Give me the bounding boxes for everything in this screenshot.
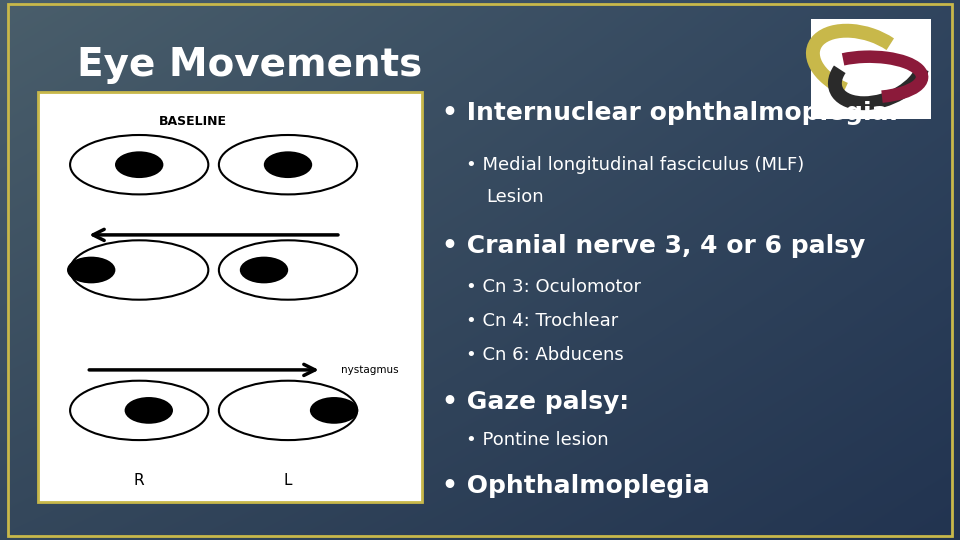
Ellipse shape	[219, 240, 357, 300]
Text: BASELINE: BASELINE	[158, 115, 227, 128]
Text: R: R	[133, 473, 145, 488]
Ellipse shape	[67, 256, 115, 284]
Text: • Cn 3: Oculomotor: • Cn 3: Oculomotor	[466, 278, 640, 296]
Text: • Cn 6: Abducens: • Cn 6: Abducens	[466, 346, 623, 364]
Text: • Pontine lesion: • Pontine lesion	[466, 431, 609, 449]
Text: Eye Movements: Eye Movements	[77, 46, 422, 84]
Text: nystagmus: nystagmus	[341, 365, 398, 375]
Text: • Cranial nerve 3, 4 or 6 palsy: • Cranial nerve 3, 4 or 6 palsy	[442, 234, 865, 258]
Ellipse shape	[70, 135, 208, 194]
Ellipse shape	[310, 397, 358, 424]
Text: Lesion: Lesion	[487, 188, 544, 206]
Ellipse shape	[115, 151, 163, 178]
Text: • Medial longitudinal fasciculus (MLF): • Medial longitudinal fasciculus (MLF)	[466, 156, 804, 174]
Text: • Ophthalmoplegia: • Ophthalmoplegia	[442, 474, 709, 498]
Ellipse shape	[264, 151, 312, 178]
Ellipse shape	[219, 135, 357, 194]
Text: • Internuclear ophthalmoplegia:: • Internuclear ophthalmoplegia:	[442, 102, 899, 125]
Bar	[811, 19, 931, 119]
Text: • Cn 4: Trochlear: • Cn 4: Trochlear	[466, 312, 618, 330]
Ellipse shape	[125, 397, 173, 424]
Ellipse shape	[240, 256, 288, 284]
Text: L: L	[284, 473, 292, 488]
Text: • Gaze palsy:: • Gaze palsy:	[442, 390, 629, 414]
Ellipse shape	[219, 381, 357, 440]
Bar	[38, 92, 422, 502]
Ellipse shape	[70, 240, 208, 300]
Ellipse shape	[70, 381, 208, 440]
